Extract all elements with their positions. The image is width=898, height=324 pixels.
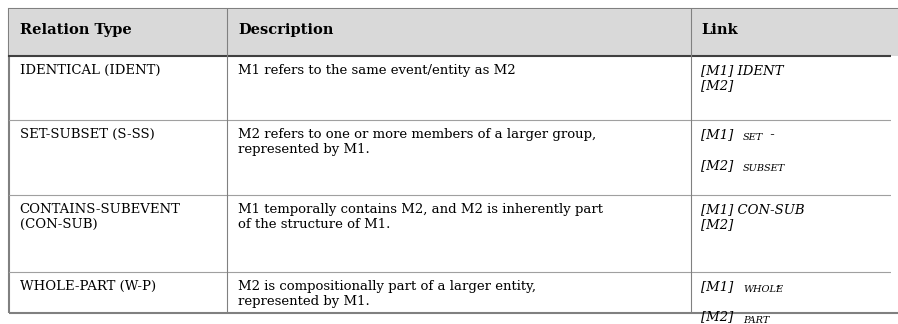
Text: M2 is compositionally part of a larger entity,
represented by M1.: M2 is compositionally part of a larger e… bbox=[238, 280, 536, 308]
Text: -: - bbox=[775, 280, 779, 293]
Text: SET: SET bbox=[744, 133, 763, 143]
Text: M1 refers to the same event/entity as M2: M1 refers to the same event/entity as M2 bbox=[238, 64, 515, 77]
Text: M2 refers to one or more members of a larger group,
represented by M1.: M2 refers to one or more members of a la… bbox=[238, 128, 596, 156]
Text: IDENTICAL (IDENT): IDENTICAL (IDENT) bbox=[20, 64, 160, 77]
Text: CONTAINS-SUBEVENT
(CON-SUB): CONTAINS-SUBEVENT (CON-SUB) bbox=[20, 203, 180, 231]
Text: WHOLE: WHOLE bbox=[744, 285, 783, 294]
Text: SET-SUBSET (S-SS): SET-SUBSET (S-SS) bbox=[20, 128, 154, 141]
Text: [M2]: [M2] bbox=[701, 310, 734, 323]
Bar bbox=[9, 9, 898, 56]
Text: Relation Type: Relation Type bbox=[20, 23, 131, 37]
Text: [M1]: [M1] bbox=[701, 128, 734, 141]
Text: [M1] CON-SUB
[M2]: [M1] CON-SUB [M2] bbox=[701, 203, 805, 231]
Text: [M1]: [M1] bbox=[701, 280, 734, 293]
Text: SUBSET: SUBSET bbox=[744, 164, 786, 173]
Text: Link: Link bbox=[701, 23, 738, 37]
Text: [M2]: [M2] bbox=[701, 159, 734, 172]
Text: -: - bbox=[766, 128, 775, 141]
Text: PART: PART bbox=[744, 316, 770, 324]
Text: Description: Description bbox=[238, 23, 333, 37]
Text: M1 temporally contains M2, and M2 is inherently part
of the structure of M1.: M1 temporally contains M2, and M2 is inh… bbox=[238, 203, 603, 231]
Text: [M1] IDENT
[M2]: [M1] IDENT [M2] bbox=[701, 64, 784, 92]
Text: WHOLE-PART (W-P): WHOLE-PART (W-P) bbox=[20, 280, 155, 293]
